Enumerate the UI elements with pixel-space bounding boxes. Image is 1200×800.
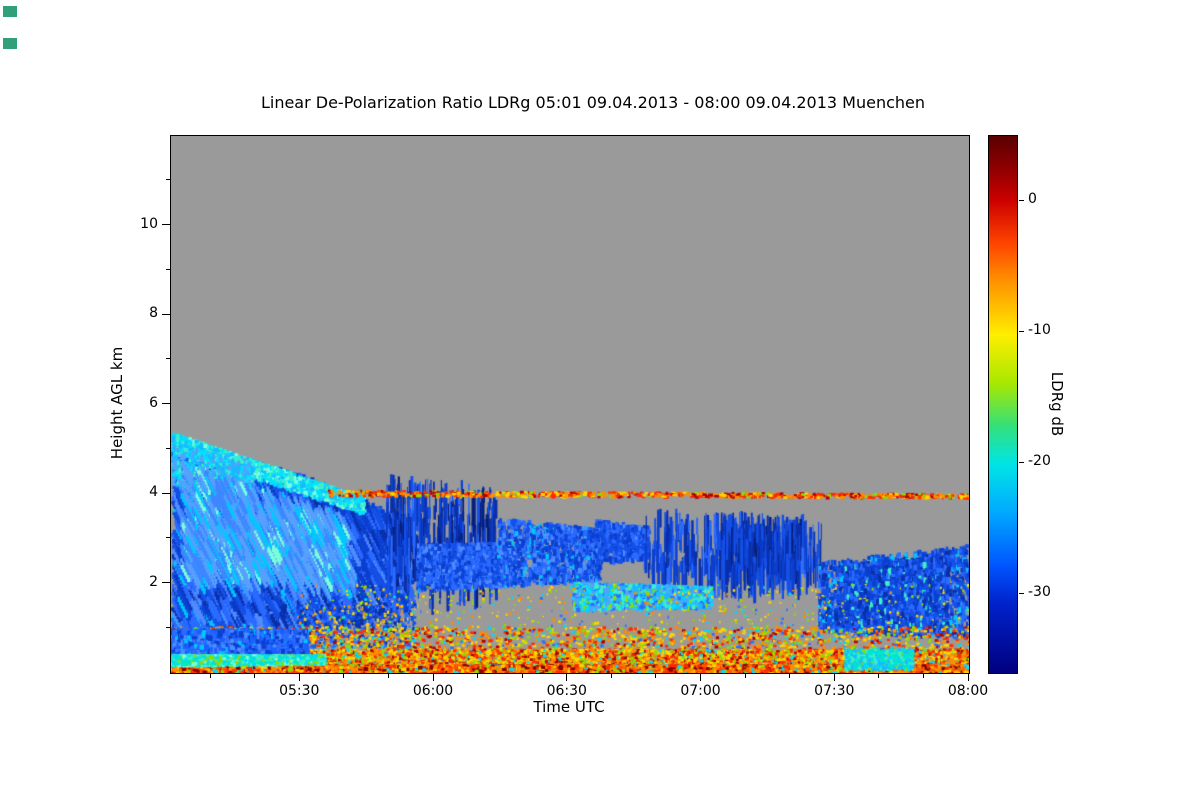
x-tick-label: 06:00 <box>412 683 454 699</box>
x-tick-label: 08:00 <box>947 683 989 699</box>
y-tick-mark <box>162 492 170 494</box>
x-minor-tick-mark <box>209 674 211 678</box>
colorbar-tick-mark <box>1019 330 1024 332</box>
x-minor-tick-mark <box>521 674 523 678</box>
plot-area <box>170 135 970 674</box>
colorbar-tick-label: -30 <box>1028 584 1051 601</box>
x-axis-label: Time UTC <box>533 698 605 716</box>
y-tick-mark <box>162 313 170 315</box>
y-tick-label: 4 <box>149 484 158 500</box>
y-minor-tick-mark <box>166 268 170 270</box>
x-tick-label: 07:00 <box>680 683 721 699</box>
colorbar-tick-label: -10 <box>1028 322 1051 339</box>
corner-artifact <box>3 6 17 17</box>
x-minor-tick-mark <box>387 674 389 678</box>
x-minor-tick-mark <box>477 674 479 678</box>
x-minor-tick-mark <box>744 674 746 678</box>
y-minor-tick-mark <box>166 358 170 360</box>
x-tick-label: 06:30 <box>546 683 587 699</box>
y-tick-label: 10 <box>140 215 158 232</box>
y-minor-tick-mark <box>166 537 170 539</box>
x-tick-label: 05:30 <box>279 683 320 699</box>
colorbar-tick-mark <box>1019 461 1024 463</box>
y-tick-label: 8 <box>149 305 158 321</box>
x-minor-tick-mark <box>789 674 791 678</box>
y-tick-label: 2 <box>149 573 158 590</box>
corner-artifact <box>3 38 17 49</box>
colorbar-tick-label: -20 <box>1028 453 1051 470</box>
y-tick-mark <box>162 224 170 225</box>
x-tick-mark <box>432 674 434 681</box>
x-minor-tick-mark <box>254 674 256 678</box>
x-minor-tick-mark <box>610 674 612 678</box>
y-tick-mark <box>162 403 170 404</box>
heatmap-canvas <box>171 136 969 673</box>
y-tick-mark <box>162 582 170 583</box>
colorbar-label: LDRg dB <box>1048 371 1066 437</box>
x-tick-mark <box>967 674 969 681</box>
y-minor-tick-mark <box>166 179 170 181</box>
colorbar-tick-mark <box>1019 592 1024 594</box>
x-minor-tick-mark <box>343 674 345 678</box>
x-tick-mark <box>566 674 568 681</box>
colorbar-tick-mark <box>1019 199 1024 201</box>
x-minor-tick-mark <box>878 674 880 678</box>
x-minor-tick-mark <box>655 674 657 678</box>
x-tick-mark <box>298 674 300 681</box>
y-minor-tick-mark <box>166 626 170 628</box>
x-tick-mark <box>833 674 835 681</box>
x-tick-mark <box>700 674 701 681</box>
x-minor-tick-mark <box>922 674 924 678</box>
y-minor-tick-mark <box>166 447 170 449</box>
colorbar <box>988 135 1018 674</box>
x-tick-label: 07:30 <box>814 683 855 699</box>
colorbar-tick-label: 0 <box>1028 191 1037 208</box>
chart-title: Linear De-Polarization Ratio LDRg 05:01 … <box>260 93 926 112</box>
y-tick-label: 6 <box>149 394 158 411</box>
